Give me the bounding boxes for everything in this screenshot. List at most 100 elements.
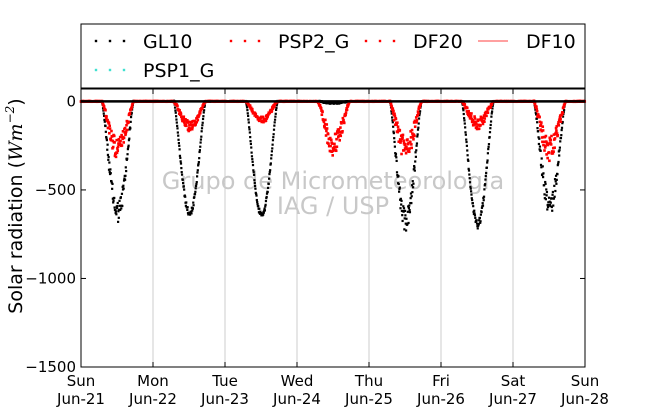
gl10-point	[560, 134, 563, 137]
gl10-point	[394, 153, 398, 156]
gl10-point	[409, 197, 412, 200]
df20-point	[538, 120, 542, 124]
y-tick-label: −500	[35, 181, 76, 199]
gl10-point	[403, 217, 406, 220]
gl10-point	[486, 161, 489, 164]
gl10-point	[266, 190, 269, 194]
df20-point	[402, 141, 406, 145]
x-tick-label-date: Jun-22	[128, 390, 177, 408]
gl10-point	[112, 201, 115, 204]
gl10-point	[408, 204, 411, 207]
gl10-point	[466, 158, 470, 161]
gl10-point	[105, 139, 108, 142]
y-tick-label: −1500	[25, 358, 76, 376]
gl10-point	[272, 136, 275, 139]
df20-point	[546, 142, 549, 145]
df20-point	[535, 109, 539, 113]
gl10-point	[270, 154, 273, 157]
gl10-point	[265, 195, 268, 199]
df20-point	[184, 124, 188, 128]
gl10-point	[395, 159, 398, 163]
df20-point	[325, 129, 328, 133]
gl10-point	[485, 172, 488, 175]
df20-point	[557, 121, 560, 124]
gl10-point	[200, 135, 203, 138]
gl10-point	[127, 144, 130, 147]
df20-point	[551, 152, 555, 155]
x-tick-label-day: Fri	[432, 372, 450, 390]
gl10-point	[252, 173, 256, 177]
gl10-point	[191, 207, 194, 210]
gl10-point	[272, 133, 275, 136]
gl10-point	[247, 121, 250, 124]
gl10-point	[483, 184, 486, 187]
df20-point	[393, 114, 397, 118]
gl10-point	[538, 148, 541, 151]
gl10-point	[254, 184, 257, 188]
x-tick-label-date: Jun-27	[488, 390, 537, 408]
gl10-point	[129, 127, 132, 130]
gl10-point	[554, 189, 557, 193]
df20-point	[182, 117, 185, 121]
gl10-point	[535, 117, 538, 120]
df20-point	[396, 125, 400, 129]
df20-point	[123, 126, 127, 130]
gl10-point	[201, 124, 204, 127]
gl10-point	[199, 138, 203, 141]
df20-point	[541, 129, 545, 132]
gl10-point	[127, 146, 130, 149]
df20-point	[398, 129, 402, 132]
gl10-point	[489, 120, 493, 123]
gl10-point	[413, 164, 416, 168]
gl10-point	[560, 126, 564, 129]
gl10-point	[403, 209, 407, 213]
gl10-point	[415, 142, 419, 145]
df20-point	[108, 124, 111, 128]
gl10-point	[183, 188, 186, 191]
gl10-point	[196, 175, 199, 178]
df20-point	[555, 132, 559, 135]
gl10-point	[121, 185, 124, 188]
df20-point	[410, 146, 413, 150]
gl10-point	[549, 203, 552, 207]
df20-point	[254, 113, 258, 116]
df20-point	[334, 132, 338, 136]
gl10-point	[475, 219, 478, 222]
df20-point	[264, 119, 268, 122]
gl10-point	[176, 124, 179, 127]
x-gridlines	[152, 89, 514, 367]
df20-point	[120, 133, 123, 137]
gl10-point	[411, 190, 414, 194]
gl10-point	[410, 184, 414, 187]
gl10-point	[196, 169, 199, 172]
df20-point	[104, 116, 108, 120]
df20-point	[333, 145, 337, 148]
gl10-point	[463, 117, 466, 120]
gl10-point	[400, 203, 403, 206]
df20-point	[201, 106, 204, 110]
df20-point	[535, 105, 538, 109]
df20-point	[261, 115, 265, 119]
gl10-point	[245, 106, 249, 109]
gl10-point	[175, 115, 178, 118]
df20-point	[405, 145, 408, 149]
df20-point	[536, 113, 540, 116]
df20-point	[187, 120, 190, 123]
df20-point	[473, 117, 477, 120]
df20-point	[412, 137, 415, 141]
df20-point	[396, 130, 399, 134]
df20-point	[470, 112, 473, 115]
gl10-point	[534, 108, 537, 111]
df20-point	[197, 115, 200, 119]
gl10-point	[199, 145, 202, 148]
x-tick-label-day: Wed	[281, 372, 314, 390]
df20-point	[318, 104, 322, 107]
gl10-point	[466, 149, 469, 152]
df20-point	[328, 136, 332, 140]
gl10-point	[553, 184, 556, 187]
df20-point	[415, 118, 419, 122]
gl10-point	[401, 214, 404, 217]
df20-point	[110, 135, 114, 138]
legend-marker	[392, 39, 396, 43]
